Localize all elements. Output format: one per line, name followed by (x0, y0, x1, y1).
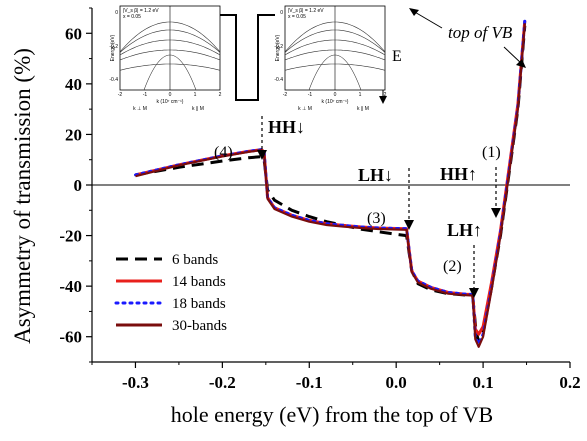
inset-left-xlabel: k (10⁷ cm⁻¹) (157, 99, 184, 105)
inset-right-ytick-1: -0.2 (274, 44, 283, 50)
inset-left-xtick-1: -1 (143, 92, 148, 98)
y-tick-label: 0 (74, 176, 83, 195)
inset-left-dir-left: k ⊥ M (133, 106, 147, 112)
annotation-hh-down: HH↓ (268, 117, 305, 137)
inset-left-xtick-0: -2 (118, 92, 123, 98)
inset-right-xlabel: k (10⁷ cm⁻¹) (322, 99, 349, 105)
inset-band-line (119, 63, 221, 71)
inset-left-bands (119, 21, 221, 91)
legend-label-2: 18 bands (172, 296, 226, 312)
arrow-lh-down-head (404, 220, 414, 230)
annotation-label-1: (1) (482, 144, 501, 161)
inset-right-bands (284, 21, 386, 91)
inset-right-xtick-4: 2 (384, 92, 387, 98)
inset-right-title-1: |V_s β| = 1.2 eV (288, 8, 324, 14)
inset-band-line (119, 39, 221, 56)
inset-left-xtick-2: 0 (169, 92, 172, 98)
annotation-lh-up: LH↑ (447, 220, 482, 240)
inset-band-line (284, 21, 386, 53)
arrow-lh-up-head (469, 288, 479, 298)
x-axis-label: hole energy (eV) from the top of VB (171, 402, 493, 427)
arrow-e-head (379, 96, 387, 104)
inset-band-line (119, 29, 221, 53)
x-tick-label: 0.2 (559, 373, 580, 392)
inset-left-panel: |V_s β| = 1.2 eV x = 0.05 Energy (eV) 0 … (109, 5, 222, 112)
annotation-e: E (392, 48, 402, 65)
inset-left-ytick-1: -0.2 (109, 44, 118, 50)
inset: |V_s β| = 1.2 eV x = 0.05 Energy (eV) 0 … (109, 5, 387, 112)
x-tick-label: -0.2 (209, 373, 236, 392)
inset-right-xtick-0: -2 (283, 92, 288, 98)
arrow-hh-up-head (491, 208, 501, 218)
inset-band-line (284, 63, 386, 71)
inset-left-xtick-3: 1 (194, 92, 197, 98)
y-tick-label: 40 (65, 75, 82, 94)
inset-band-line (284, 39, 386, 56)
y-tick-label: -40 (59, 277, 82, 296)
inset-right-panel: |V_s β| = 1.2 eV x = 0.05 Energy (eV) 0 … (274, 5, 387, 112)
inset-band-line (143, 54, 197, 91)
inset-right-dir-left: k ⊥ M (298, 106, 312, 112)
arrow-top-of-vb-2 (503, 46, 523, 65)
y-tick-label: -20 (59, 227, 82, 246)
inset-left-title-2: x = 0.05 (123, 14, 141, 20)
y-tick-label: -60 (59, 328, 82, 347)
arrow-top-of-vb-1-head (409, 8, 419, 16)
inset-right-title-2: x = 0.05 (288, 14, 306, 20)
inset-right-xtick-3: 1 (359, 92, 362, 98)
x-tick-label: 0.1 (472, 373, 493, 392)
x-tick-label: -0.1 (296, 373, 323, 392)
inset-left-xtick-4: 2 (219, 92, 222, 98)
inset-right-ytick-2: -0.4 (274, 77, 283, 83)
inset-band-line (284, 29, 386, 53)
legend-label-0: 6 bands (172, 252, 218, 268)
legend-label-3: 30-bands (172, 318, 227, 334)
inset-band-line (119, 21, 221, 53)
inset-left-ylabel: Energy (eV) (110, 34, 116, 61)
inset-right-dir-right: k ∥ M (357, 106, 369, 112)
inset-left-ytick-2: -0.4 (109, 77, 118, 83)
arrow-hh-down-head (257, 150, 267, 160)
inset-left-dir-right: k ∥ M (192, 106, 204, 112)
legend: 6 bands 14 bands 18 bands 30-bands (114, 252, 227, 334)
inset-band-line (119, 49, 221, 61)
inset-potential-well (218, 14, 275, 101)
arrow-top-of-vb-2-head (516, 59, 526, 68)
y-tick-label: 20 (65, 125, 82, 144)
annotation-label-4: (4) (214, 144, 233, 161)
inset-left-ytick-0: 0 (115, 10, 118, 16)
annotation-hh-up: HH↑ (440, 164, 477, 184)
inset-right-ytick-0: 0 (280, 10, 283, 16)
annotation-label-2: (2) (443, 258, 462, 275)
inset-band-line (284, 49, 386, 61)
x-tick-label: -0.3 (122, 373, 149, 392)
inset-right-ylabel: Energy (eV) (275, 34, 281, 61)
x-tick-label: 0.0 (386, 373, 407, 392)
legend-label-1: 14 bands (172, 274, 226, 290)
inset-left-title-1: |V_s β| = 1.2 eV (123, 8, 159, 14)
y-axis-label: Asymmetry of transmission (%) (10, 48, 35, 344)
inset-right-xtick-1: -1 (308, 92, 313, 98)
annotation-label-3: (3) (367, 210, 386, 227)
inset-right-xtick-2: 0 (334, 92, 337, 98)
annotation-top-of-vb: top of VB (448, 23, 513, 42)
x-ticks: -0.3 -0.2 -0.1 0.0 0.1 0.2 (91, 362, 581, 392)
inset-band-line (308, 54, 362, 91)
annotation-lh-down: LH↓ (358, 165, 393, 185)
arrow-top-of-vb-1 (412, 10, 443, 29)
y-tick-label: 60 (65, 24, 82, 43)
y-ticks: -60 -40 -20 0 20 40 60 (59, 7, 92, 363)
